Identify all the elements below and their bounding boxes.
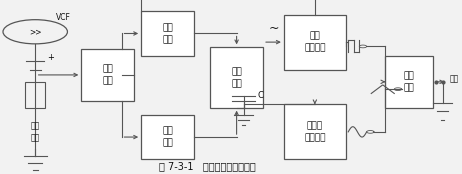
- Text: >>: >>: [29, 27, 42, 36]
- Text: 调整
放大: 调整 放大: [103, 65, 113, 85]
- Bar: [284, 14, 346, 70]
- Text: 正流
电源: 正流 电源: [162, 23, 173, 44]
- Text: 电流
开关: 电流 开关: [231, 67, 242, 88]
- Text: 图 7-3-1   信号发生器组成框图: 图 7-3-1 信号发生器组成框图: [159, 162, 256, 172]
- Text: C: C: [257, 91, 263, 100]
- Bar: [210, 47, 263, 108]
- Bar: [81, 49, 134, 101]
- Text: 频率
调节: 频率 调节: [30, 122, 40, 142]
- Text: 输出: 输出: [450, 74, 459, 83]
- Text: 放大
电路: 放大 电路: [404, 71, 414, 92]
- Text: 负流
电源: 负流 电源: [162, 127, 173, 147]
- Bar: [284, 104, 346, 160]
- Bar: [25, 82, 45, 108]
- Bar: [141, 115, 194, 160]
- Text: VCF: VCF: [56, 13, 71, 22]
- Text: ~: ~: [268, 22, 279, 35]
- Bar: [385, 56, 433, 108]
- Bar: [141, 11, 194, 56]
- Text: 方波
形成电路: 方波 形成电路: [304, 32, 326, 53]
- Text: +: +: [47, 53, 54, 62]
- Text: 正弦波
形成电路: 正弦波 形成电路: [304, 121, 326, 142]
